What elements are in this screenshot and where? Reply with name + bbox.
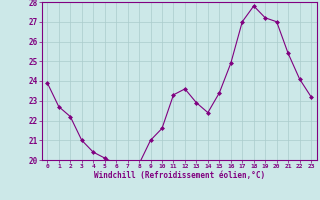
X-axis label: Windchill (Refroidissement éolien,°C): Windchill (Refroidissement éolien,°C) bbox=[94, 171, 265, 180]
